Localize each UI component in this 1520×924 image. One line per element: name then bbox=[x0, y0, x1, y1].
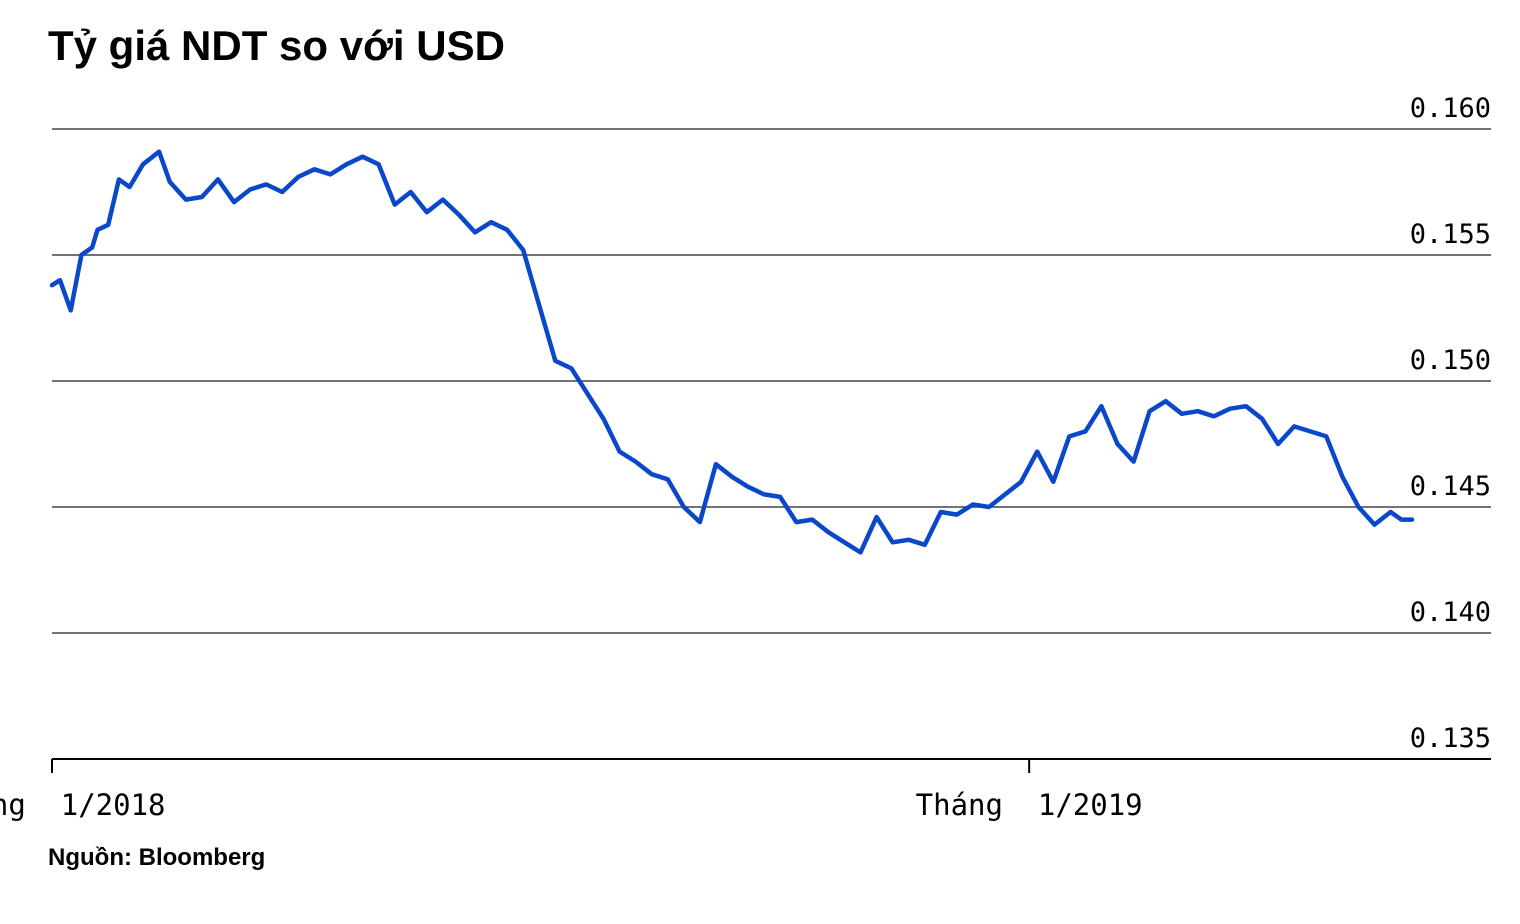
y-tick-label-0.150: 0.150 bbox=[1410, 345, 1491, 376]
y-tick-label-0.140: 0.140 bbox=[1410, 597, 1491, 628]
source-note: Nguồn: Bloomberg bbox=[48, 844, 266, 871]
chart-title: Tỷ giá NDT so với USD bbox=[48, 22, 505, 69]
x-axis: Tháng 1/2018 Tháng 1/2019 bbox=[0, 758, 1491, 822]
x-tick-label-1: Tháng 1/2018 bbox=[0, 788, 165, 822]
series-layer bbox=[49, 149, 1415, 555]
series-line-1 bbox=[49, 149, 1415, 555]
y-tick-label-0.145: 0.145 bbox=[1410, 471, 1491, 502]
y-tick-label-0.135: 0.135 bbox=[1410, 723, 1491, 754]
gridlines bbox=[52, 128, 1491, 634]
y-axis-tick-labels: 0.160 0.155 0.150 0.145 0.140 0.135 bbox=[1410, 93, 1491, 754]
x-tick-label-2: Tháng 1/2019 bbox=[916, 788, 1143, 822]
y-tick-label-0.160: 0.160 bbox=[1410, 93, 1491, 124]
y-tick-label-0.155: 0.155 bbox=[1410, 219, 1491, 250]
